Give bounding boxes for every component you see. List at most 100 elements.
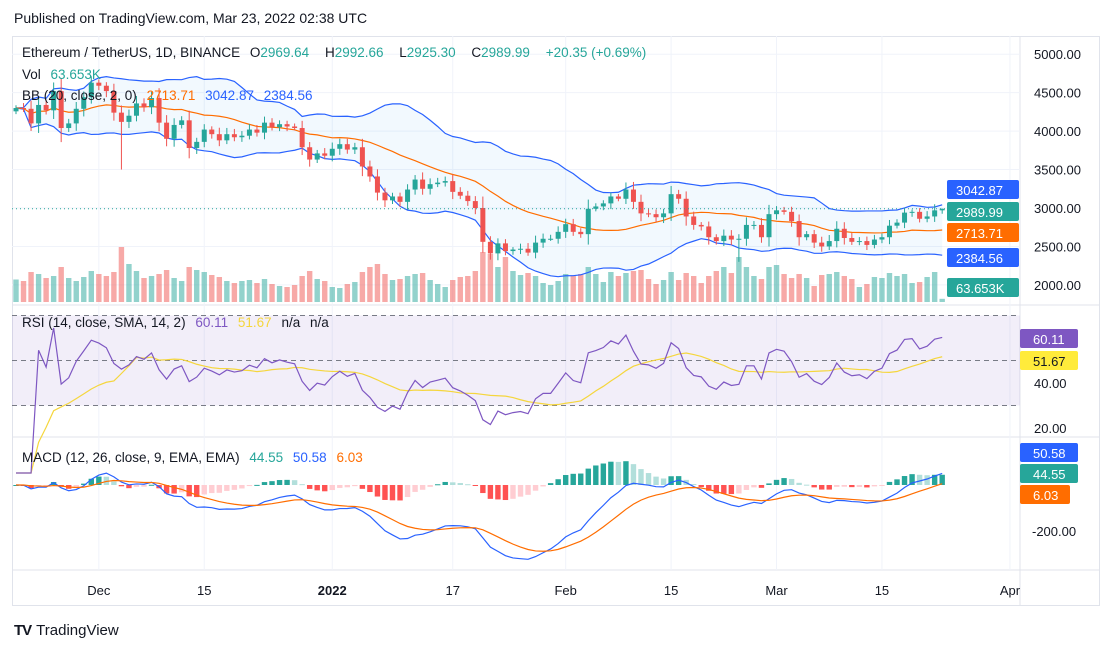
candle-body [924,216,930,219]
volume-bar [329,287,335,302]
macd-histogram-bar [788,478,795,485]
macd-histogram-bar [811,485,817,488]
rsi-tick-label: 40.00 [1034,376,1067,391]
volume-bar [20,281,27,302]
candle-body [51,91,57,111]
volume-bar [691,276,697,302]
macd-histogram-bar [231,485,238,490]
volume-bar [517,275,524,302]
macd-histogram-bar [81,483,87,485]
rsi-value: 60.11 [195,315,229,330]
candle-body [126,115,132,122]
candle-body [435,182,441,185]
macd-histogram-bar [171,485,177,494]
volume-bar [879,278,885,302]
volume-bar [457,277,463,302]
price-tick-label: 3000.00 [1034,201,1081,216]
candle-body [307,147,313,160]
macd-histogram-bar [532,485,539,491]
macd-histogram-bar [133,485,140,487]
volume-bar [886,273,893,302]
volume-bar [231,283,238,302]
volume-legend[interactable]: Vol 63.653K [22,67,107,82]
volume-bar [58,267,64,302]
macd-histogram-bar [803,484,810,486]
time-tick-label: Apr [1000,583,1021,598]
candle-body [841,228,847,238]
macd-histogram-bar [547,483,554,485]
macd-histogram-bar [254,484,260,486]
macd-histogram-bar [924,475,930,485]
volume-bar [675,280,682,302]
volume-bar [773,265,780,302]
volume-bar [540,283,546,302]
macd-histogram-bar [781,478,787,485]
tradingview-logo[interactable]: TV TradingView [14,622,119,639]
macd-histogram-bar [194,485,200,498]
candle-body [653,214,659,218]
macd-axis-badge: 44.55 [1020,464,1078,483]
macd-histogram-bar [713,485,719,494]
candle-body [201,129,207,142]
badge-label: 63.653K [956,281,1005,296]
change-value: +20.35 (+0.69%) [545,45,647,60]
macd-histogram-bar [796,482,802,485]
macd-histogram-bar [819,485,825,490]
candle-body [774,210,780,215]
volume-bar [66,278,72,302]
volume-bar [570,276,576,302]
macd-histogram-bar [525,485,531,495]
volume-bar [465,276,471,302]
candle-body [721,235,727,242]
candle-body [367,166,373,177]
volume-bar [427,280,433,302]
candle-body [826,241,832,247]
volume-bar [367,267,373,302]
volume-bar [216,277,223,302]
candle-body [103,85,109,92]
candle-body [36,104,42,124]
bb-basis-value: 2713.71 [146,88,196,103]
macd-histogram-bar [510,485,516,499]
volume-bar [299,276,305,302]
candle-body [706,226,712,238]
volume-bar [96,274,102,302]
bb-legend[interactable]: BB (20, close, 2, 0) 2713.71 3042.87 238… [22,88,319,103]
volume-bar [81,277,87,302]
volume-bar [728,273,735,302]
candle-body [171,124,177,139]
candle-body [502,243,508,252]
macd-histogram-bar [457,483,463,485]
candle-body [758,224,764,238]
macd-histogram-bar [517,485,524,497]
volume-bar [111,272,117,302]
volume-bar [171,278,177,302]
candle-body [412,179,418,190]
candle-body [359,147,365,167]
volume-bar [404,276,411,302]
time-tick-label: 2022 [318,583,347,598]
volume-bar [743,267,750,302]
volume-bar [819,275,825,302]
chart-frame[interactable] [12,36,1100,606]
macd-histogram-bar [630,464,637,485]
macd-histogram-bar [495,485,501,500]
volume-bar [736,257,742,302]
macd-legend[interactable]: MACD (12, 26, close, 9, EMA, EMA) 44.55 … [22,450,369,465]
macd-histogram-bar [645,473,652,485]
macd-histogram-bar [894,479,900,485]
symbol-name[interactable]: Ethereum / TetherUS, 1D, BINANCE [22,45,241,60]
candle-body [465,195,471,202]
candle-body [374,176,380,193]
candle-body [630,189,636,202]
macd-histogram-bar [374,485,381,497]
volume-bar [901,274,908,302]
rsi-legend[interactable]: RSI (14, close, SMA, 14, 2) 60.11 51.67 … [22,315,335,330]
candle-body [676,194,682,199]
macd-histogram-bar [96,476,102,485]
volume-bar [13,279,19,302]
price-axis-badge: 2989.99 [947,202,1019,221]
rsi-line [16,327,943,474]
macd-histogram-bar [638,469,644,485]
